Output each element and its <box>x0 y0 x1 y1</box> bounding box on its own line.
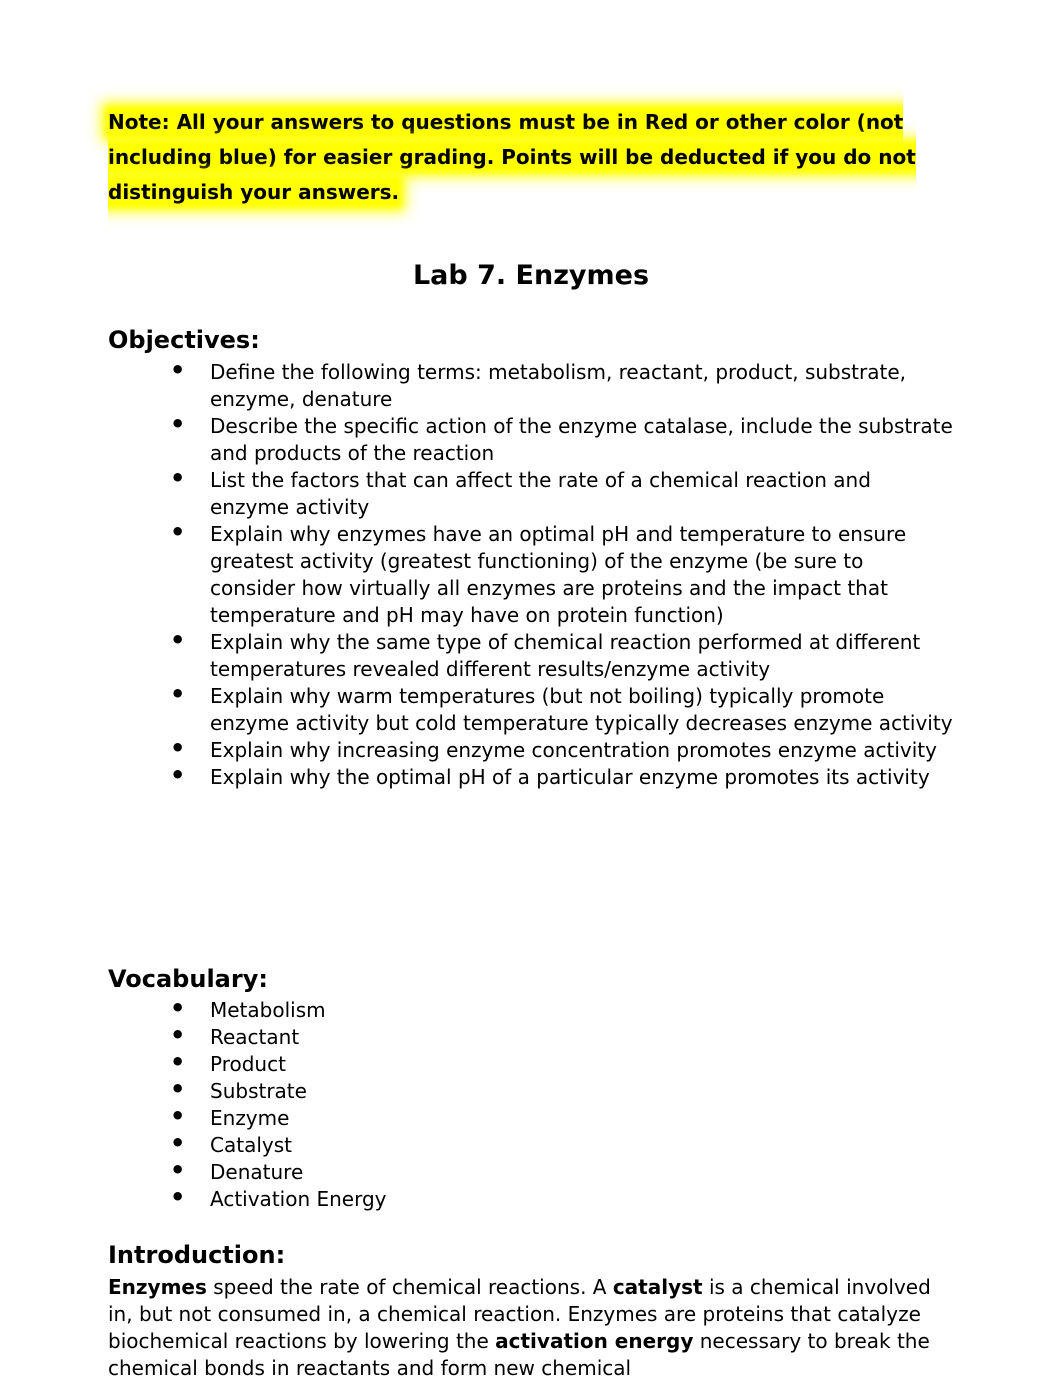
list-item: Describe the specific action of the enzy… <box>170 413 954 467</box>
list-item-text: Reactant <box>210 1025 299 1049</box>
list-item-text: Explain why increasing enzyme concentrat… <box>210 738 937 762</box>
note-highlight: Note: All your answers to questions must… <box>108 105 954 210</box>
bold-run: Enzymes <box>108 1275 207 1299</box>
bold-run: catalyst <box>613 1275 703 1299</box>
list-item: Define the following terms: metabolism, … <box>170 359 954 413</box>
note-text: Note: All your answers to questions must… <box>108 109 916 205</box>
text-run: speed the rate of chemical reactions. A <box>207 1275 613 1299</box>
list-item-text: Explain why warm temperatures (but not b… <box>210 684 953 735</box>
list-item: Explain why the same type of chemical re… <box>170 629 954 683</box>
list-item-text: Activation Energy <box>210 1187 387 1211</box>
list-item: Activation Energy <box>170 1186 954 1213</box>
list-item: Explain why increasing enzyme concentrat… <box>170 737 954 764</box>
list-item: Metabolism <box>170 997 954 1024</box>
list-item: List the factors that can affect the rat… <box>170 467 954 521</box>
list-item: Product <box>170 1051 954 1078</box>
list-item-text: Denature <box>210 1160 303 1184</box>
list-item: Explain why warm temperatures (but not b… <box>170 683 954 737</box>
list-item: Reactant <box>170 1024 954 1051</box>
bold-run: activation energy <box>495 1329 693 1353</box>
vocabulary-heading: Vocabulary: <box>108 963 954 995</box>
list-item-text: Enzyme <box>210 1106 289 1130</box>
list-item-text: Explain why the same type of chemical re… <box>210 630 920 681</box>
list-item: Catalyst <box>170 1132 954 1159</box>
list-item-text: Metabolism <box>210 998 326 1022</box>
objectives-heading: Objectives: <box>108 324 954 356</box>
list-item-text: Substrate <box>210 1079 307 1103</box>
introduction-paragraph: Enzymes speed the rate of chemical react… <box>108 1274 954 1382</box>
objectives-list: Define the following terms: metabolism, … <box>108 359 954 791</box>
list-item: Substrate <box>170 1078 954 1105</box>
list-item-text: Explain why the optimal pH of a particul… <box>210 765 930 789</box>
introduction-heading: Introduction: <box>108 1239 954 1271</box>
list-item-text: Describe the specific action of the enzy… <box>210 414 953 465</box>
list-item-text: Product <box>210 1052 286 1076</box>
list-item: Denature <box>170 1159 954 1186</box>
list-item-text: Catalyst <box>210 1133 292 1157</box>
list-item-text: Define the following terms: metabolism, … <box>210 360 906 411</box>
list-item: Explain why the optimal pH of a particul… <box>170 764 954 791</box>
list-item-text: Explain why enzymes have an optimal pH a… <box>210 522 906 627</box>
list-item: Explain why enzymes have an optimal pH a… <box>170 521 954 629</box>
page-title: Lab 7. Enzymes <box>108 258 954 294</box>
vocabulary-list: Metabolism Reactant Product Substrate En… <box>108 997 954 1213</box>
list-item-text: List the factors that can affect the rat… <box>210 468 871 519</box>
list-item: Enzyme <box>170 1105 954 1132</box>
